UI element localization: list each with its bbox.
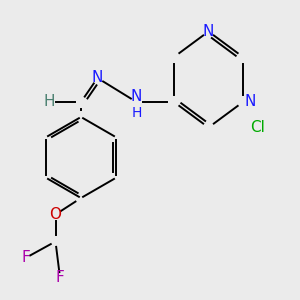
Text: F: F bbox=[56, 270, 64, 285]
Text: N: N bbox=[203, 24, 214, 39]
Text: H: H bbox=[131, 106, 142, 120]
Text: N: N bbox=[92, 70, 103, 86]
Text: H: H bbox=[44, 94, 55, 110]
Text: Cl: Cl bbox=[250, 120, 266, 135]
Text: F: F bbox=[21, 250, 30, 266]
Text: O: O bbox=[50, 207, 61, 222]
Text: N: N bbox=[245, 94, 256, 110]
Text: N: N bbox=[131, 89, 142, 104]
